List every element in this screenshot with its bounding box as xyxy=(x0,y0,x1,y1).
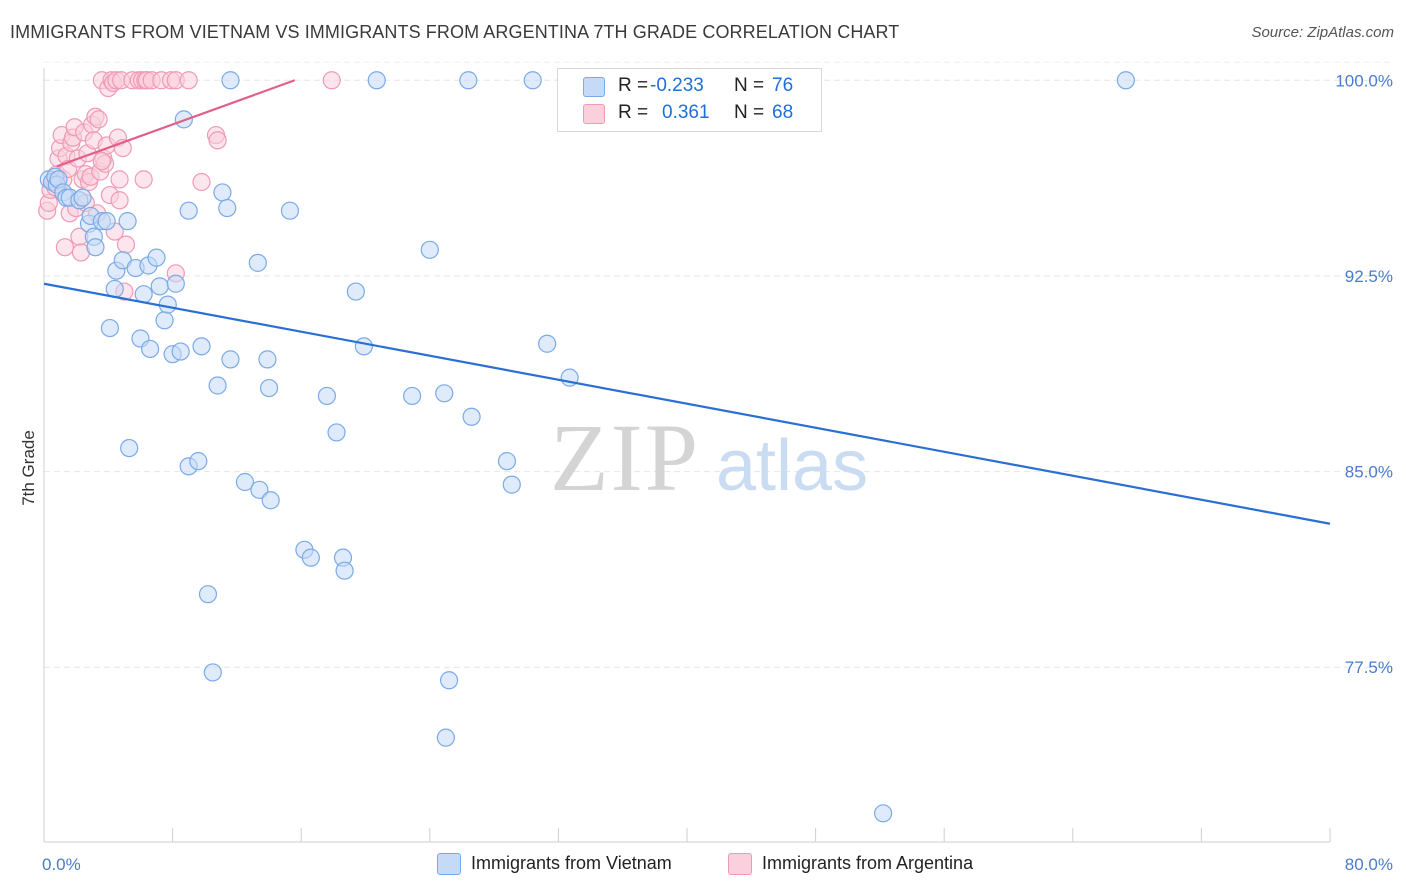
vietnam-point xyxy=(346,282,365,301)
vietnam-point xyxy=(420,240,439,259)
tick-labels: 77.5% 85.0% 92.5% 100.0% 0.0% 80.0% xyxy=(42,71,1393,874)
vietnam-point xyxy=(523,71,542,90)
vietnam-point xyxy=(354,337,373,356)
series-vietnam xyxy=(39,71,1135,823)
x-tick-label-max: 80.0% xyxy=(1345,855,1393,874)
vietnam-point xyxy=(367,71,386,90)
vietnam-point xyxy=(213,183,232,202)
series-argentina xyxy=(38,71,341,301)
vietnam-point xyxy=(221,71,240,90)
vietnam-point xyxy=(73,188,92,207)
stats-legend: R = -0.233 N = 76 R = 0.361 N = 68 xyxy=(557,68,822,132)
vietnam-point xyxy=(403,386,422,406)
argentina-legend-label: Immigrants from Argentina xyxy=(762,853,974,873)
vietnam-point xyxy=(198,585,218,604)
y-tick-label: 85.0% xyxy=(1345,463,1393,482)
vietnam-trend-line xyxy=(43,282,1331,525)
vietnam-point xyxy=(147,248,166,267)
legend-row-vietnam: R = -0.233 N = 76 xyxy=(558,73,821,101)
vietnam-point xyxy=(259,378,279,398)
vietnam-point xyxy=(150,277,169,296)
vietnam-swatch xyxy=(583,77,605,97)
argentina-point xyxy=(116,235,136,254)
argentina-point xyxy=(89,110,108,129)
vietnam-point xyxy=(459,71,478,90)
legend-r-value: 0.361 xyxy=(662,102,710,123)
vietnam-point xyxy=(1116,71,1135,90)
vietnam-point xyxy=(203,663,222,682)
vietnam-point xyxy=(280,201,300,220)
vietnam-point xyxy=(502,475,521,494)
argentina-trend-line xyxy=(56,79,296,168)
argentina-swatch xyxy=(583,104,605,124)
trend-lines xyxy=(43,79,1331,525)
vietnam-point xyxy=(874,804,893,823)
legend-r-label: R = xyxy=(618,75,649,96)
vietnam-point xyxy=(86,238,105,257)
vietnam-point xyxy=(258,350,277,369)
legend-r-value: -0.233 xyxy=(650,75,704,96)
y-tick-label: 100.0% xyxy=(1335,71,1393,90)
argentina-point xyxy=(92,152,111,171)
vietnam-point xyxy=(179,201,198,220)
vietnam-point xyxy=(248,253,267,272)
vietnam-point xyxy=(192,337,211,356)
legend-n-value: 68 xyxy=(772,102,794,123)
argentina-point xyxy=(134,170,153,189)
vietnam-point xyxy=(301,548,320,567)
legend-row-argentina: R = 0.361 N = 68 xyxy=(558,100,821,128)
vietnam-point xyxy=(120,438,139,458)
legend-n-label: N = xyxy=(734,75,765,96)
argentina-point xyxy=(208,131,227,150)
y-axis-label: 7th Grade xyxy=(19,430,38,506)
chart-title: IMMIGRANTS FROM VIETNAM VS IMMIGRANTS FR… xyxy=(10,22,900,42)
vietnam-point xyxy=(435,384,454,403)
y-tick-label: 92.5% xyxy=(1345,267,1393,286)
source-label: Source: ZipAtlas.com xyxy=(1251,24,1394,41)
argentina-point xyxy=(192,172,211,192)
vietnam-point xyxy=(462,407,481,426)
legend-r-label: R = xyxy=(618,102,649,123)
gridlines xyxy=(44,61,1392,668)
vietnam-point xyxy=(218,198,237,218)
legend-n-label: N = xyxy=(734,102,765,123)
vietnam-point xyxy=(97,212,116,231)
vietnam-point xyxy=(335,561,354,580)
argentina-legend-swatch xyxy=(728,853,752,875)
vietnam-point xyxy=(140,339,160,359)
vietnam-point xyxy=(155,311,174,330)
vietnam-point xyxy=(118,212,137,231)
argentina-point xyxy=(110,191,129,210)
vietnam-point xyxy=(171,342,190,361)
vietnam-point xyxy=(189,452,208,471)
argentina-point xyxy=(179,71,198,90)
argentina-point xyxy=(322,71,341,90)
x-tick-label-min: 0.0% xyxy=(42,855,81,874)
vietnam-point xyxy=(100,318,120,338)
vietnam-point xyxy=(436,728,455,747)
vietnam-point xyxy=(158,295,177,314)
y-tick-label: 77.5% xyxy=(1345,658,1393,677)
vietnam-point xyxy=(317,386,337,406)
watermark: ZIP atlas xyxy=(550,404,868,511)
vietnam-legend-swatch xyxy=(437,853,461,875)
vietnam-point xyxy=(235,472,255,492)
watermark-atlas: atlas xyxy=(716,426,868,506)
vietnam-point xyxy=(497,452,517,471)
watermark-zip: ZIP xyxy=(550,404,700,511)
vietnam-point xyxy=(439,671,459,690)
vietnam-point xyxy=(538,334,557,353)
vietnam-point xyxy=(208,376,227,395)
vietnam-legend-label: Immigrants from Vietnam xyxy=(471,853,672,873)
vietnam-point xyxy=(221,350,240,369)
argentina-point xyxy=(55,238,74,257)
legend-n-value: 76 xyxy=(772,75,794,96)
vietnam-point xyxy=(166,274,185,293)
vietnam-point xyxy=(327,423,346,442)
vietnam-point xyxy=(261,491,280,510)
vietnam-point xyxy=(250,480,269,499)
argentina-point xyxy=(110,170,129,189)
